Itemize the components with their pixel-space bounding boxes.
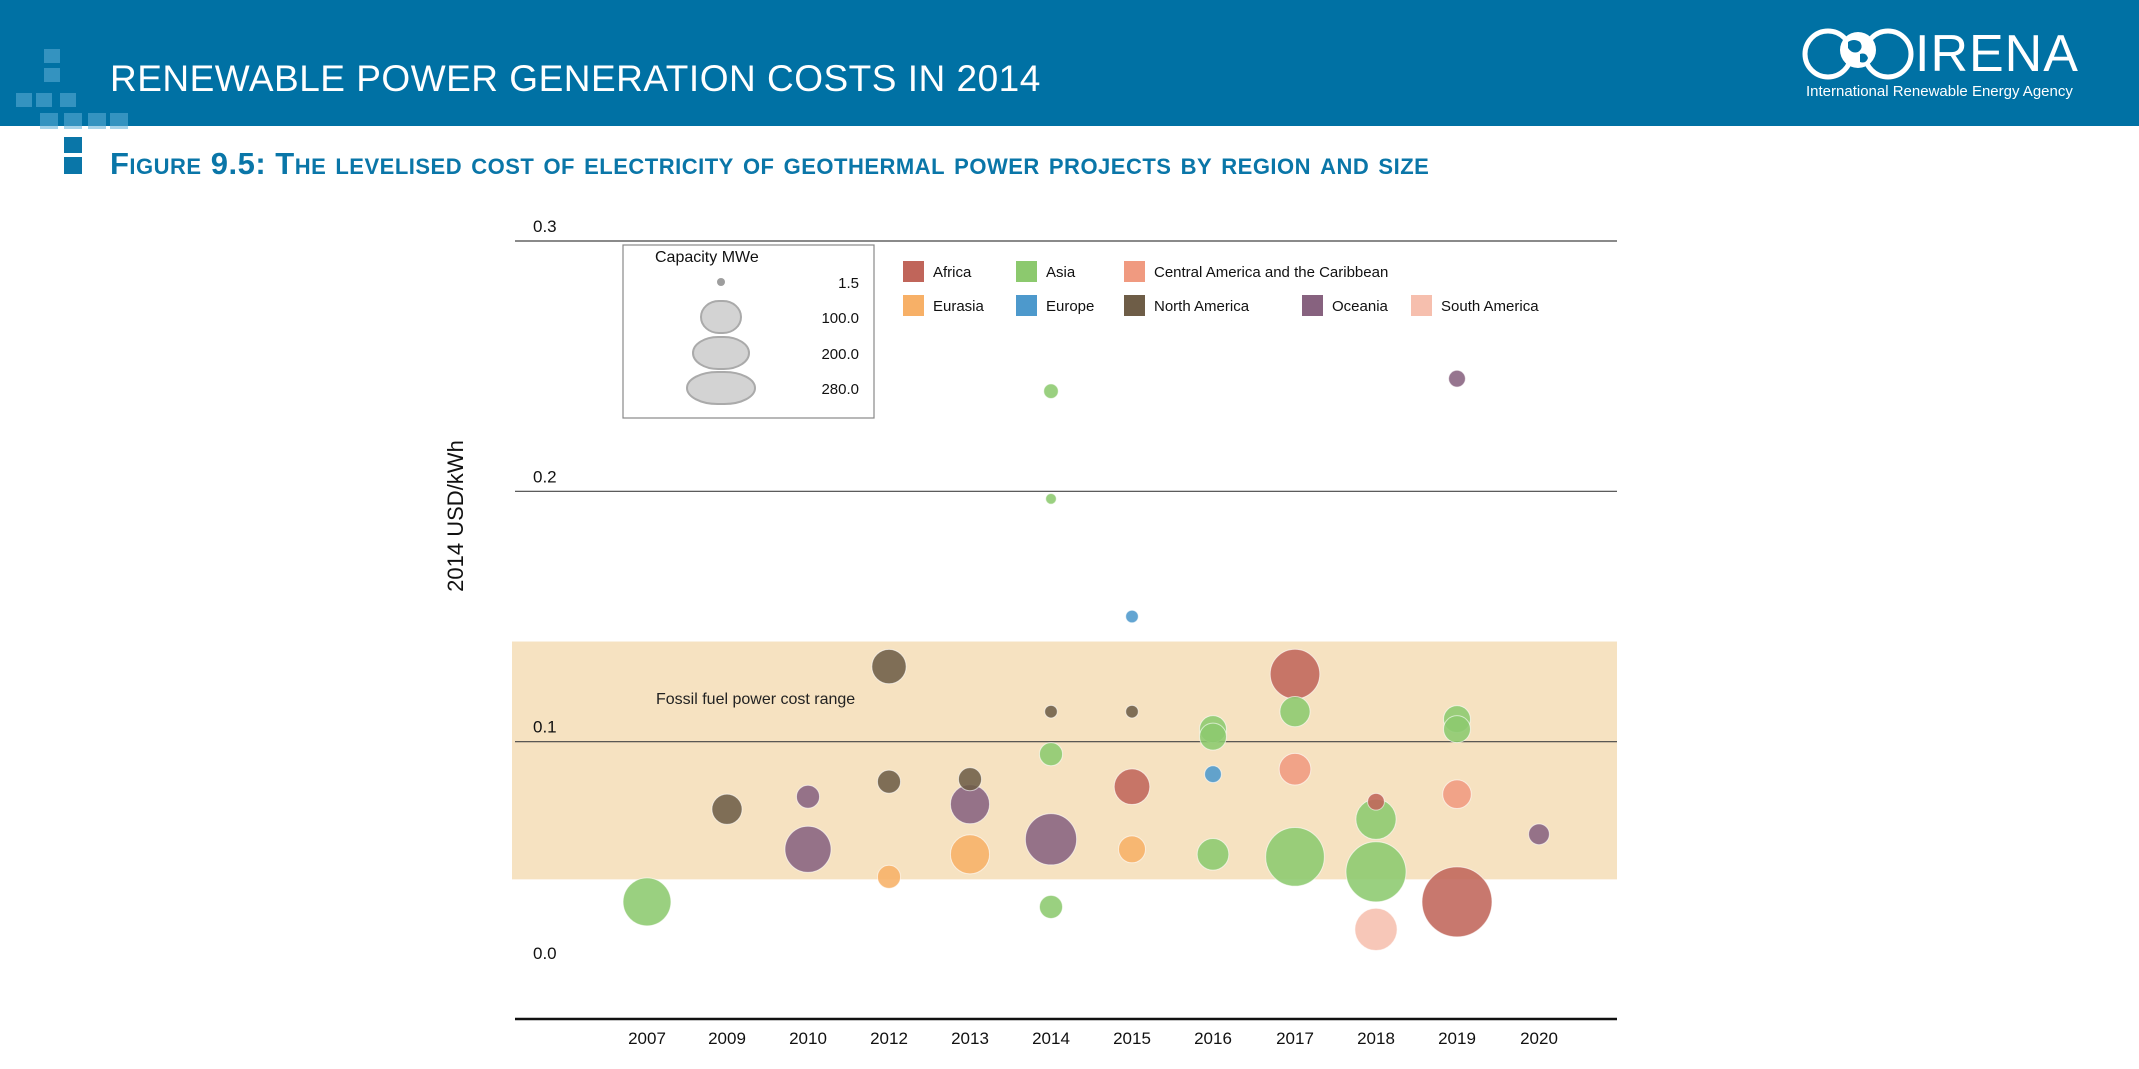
header-bar: RENEWABLE POWER GENERATION COSTS IN 2014…	[0, 0, 2139, 126]
data-point	[1279, 696, 1311, 728]
legend-swatch	[1016, 261, 1037, 282]
irena-logo: IRENA International Renewable Energy Age…	[1800, 24, 2090, 104]
legend-swatch	[903, 295, 924, 316]
data-point	[784, 825, 832, 873]
page-title: RENEWABLE POWER GENERATION COSTS IN 2014	[110, 58, 1041, 99]
x-tick-label: 2015	[1113, 1029, 1151, 1048]
legend-swatch	[1302, 295, 1323, 316]
data-point	[1367, 792, 1385, 811]
data-point	[876, 864, 902, 889]
data-point	[622, 877, 672, 927]
decorative-squares-icon	[16, 49, 128, 174]
data-point	[1278, 752, 1312, 786]
legend-label: Eurasia	[933, 298, 985, 315]
data-point	[1125, 704, 1139, 719]
x-tick-label: 2018	[1357, 1029, 1395, 1048]
data-point	[1196, 837, 1230, 871]
legend-label: Asia	[1046, 264, 1076, 281]
logo-wordmark: IRENA	[1915, 25, 2079, 83]
data-point	[1528, 823, 1550, 846]
figure-title: Figure 9.5: The levelised cost of electr…	[110, 146, 1430, 181]
size-legend-swatch	[717, 278, 725, 286]
data-point	[1199, 722, 1227, 751]
legend-label: North America	[1154, 298, 1250, 315]
data-point	[871, 648, 907, 685]
data-point	[1421, 866, 1493, 938]
size-legend-value: 1.5	[838, 275, 859, 292]
x-tick-label: 2013	[951, 1029, 989, 1048]
x-tick-label: 2010	[789, 1029, 827, 1048]
y-tick-label: 0.3	[533, 217, 557, 236]
legend-swatch	[903, 261, 924, 282]
data-point	[876, 769, 902, 794]
globe-logo-icon	[1802, 28, 1914, 80]
data-point	[1345, 841, 1407, 903]
data-point	[1113, 768, 1151, 806]
x-tick-label: 2016	[1194, 1029, 1232, 1048]
x-tick-label: 2020	[1520, 1029, 1558, 1048]
legend-label: Oceania	[1332, 298, 1389, 315]
legend-label: Central America and the Caribbean	[1154, 264, 1388, 281]
data-point	[1044, 704, 1058, 719]
logo-subtitle: International Renewable Energy Agency	[1806, 83, 2073, 100]
data-point	[1038, 742, 1064, 767]
legend-swatch	[1124, 261, 1145, 282]
data-point	[711, 793, 743, 825]
data-point	[1269, 648, 1321, 700]
data-point	[1448, 369, 1466, 388]
data-point	[1354, 907, 1398, 952]
data-point	[1125, 609, 1139, 624]
y-tick-label: 0.0	[533, 944, 557, 963]
data-point	[1038, 894, 1064, 919]
y-tick-label: 0.1	[533, 718, 557, 737]
x-tick-label: 2017	[1276, 1029, 1314, 1048]
data-point	[1045, 493, 1057, 505]
size-legend-title: Capacity MWe	[655, 249, 759, 266]
size-legend-value: 200.0	[821, 346, 859, 363]
size-legend-swatch	[692, 336, 750, 370]
x-tick-label: 2014	[1032, 1029, 1070, 1048]
data-point	[1024, 813, 1078, 866]
data-point	[1443, 715, 1471, 744]
size-legend-value: 280.0	[821, 381, 859, 398]
legend-label: South America	[1441, 298, 1539, 315]
data-point	[1442, 779, 1472, 810]
legend-label: Europe	[1046, 298, 1094, 315]
y-axis-label: 2014 USD/kWh	[443, 440, 468, 592]
data-point	[949, 834, 991, 875]
size-legend-swatch	[686, 371, 756, 405]
size-legend-value: 100.0	[821, 310, 859, 327]
legend-swatch	[1411, 295, 1432, 316]
size-legend-swatch	[700, 300, 742, 334]
data-point	[1043, 383, 1059, 399]
legend-swatch	[1124, 295, 1145, 316]
x-tick-label: 2019	[1438, 1029, 1476, 1048]
data-point	[957, 767, 983, 792]
data-point	[1118, 835, 1146, 864]
y-tick-label: 0.2	[533, 467, 557, 486]
legend-label: Africa	[933, 264, 972, 281]
x-tick-label: 2009	[708, 1029, 746, 1048]
data-point	[1204, 765, 1222, 784]
x-tick-label: 2007	[628, 1029, 666, 1048]
data-point	[1265, 826, 1325, 887]
data-point	[795, 784, 821, 809]
x-tick-label: 2012	[870, 1029, 908, 1048]
legend-swatch	[1016, 295, 1037, 316]
band-label: Fossil fuel power cost range	[656, 691, 855, 708]
